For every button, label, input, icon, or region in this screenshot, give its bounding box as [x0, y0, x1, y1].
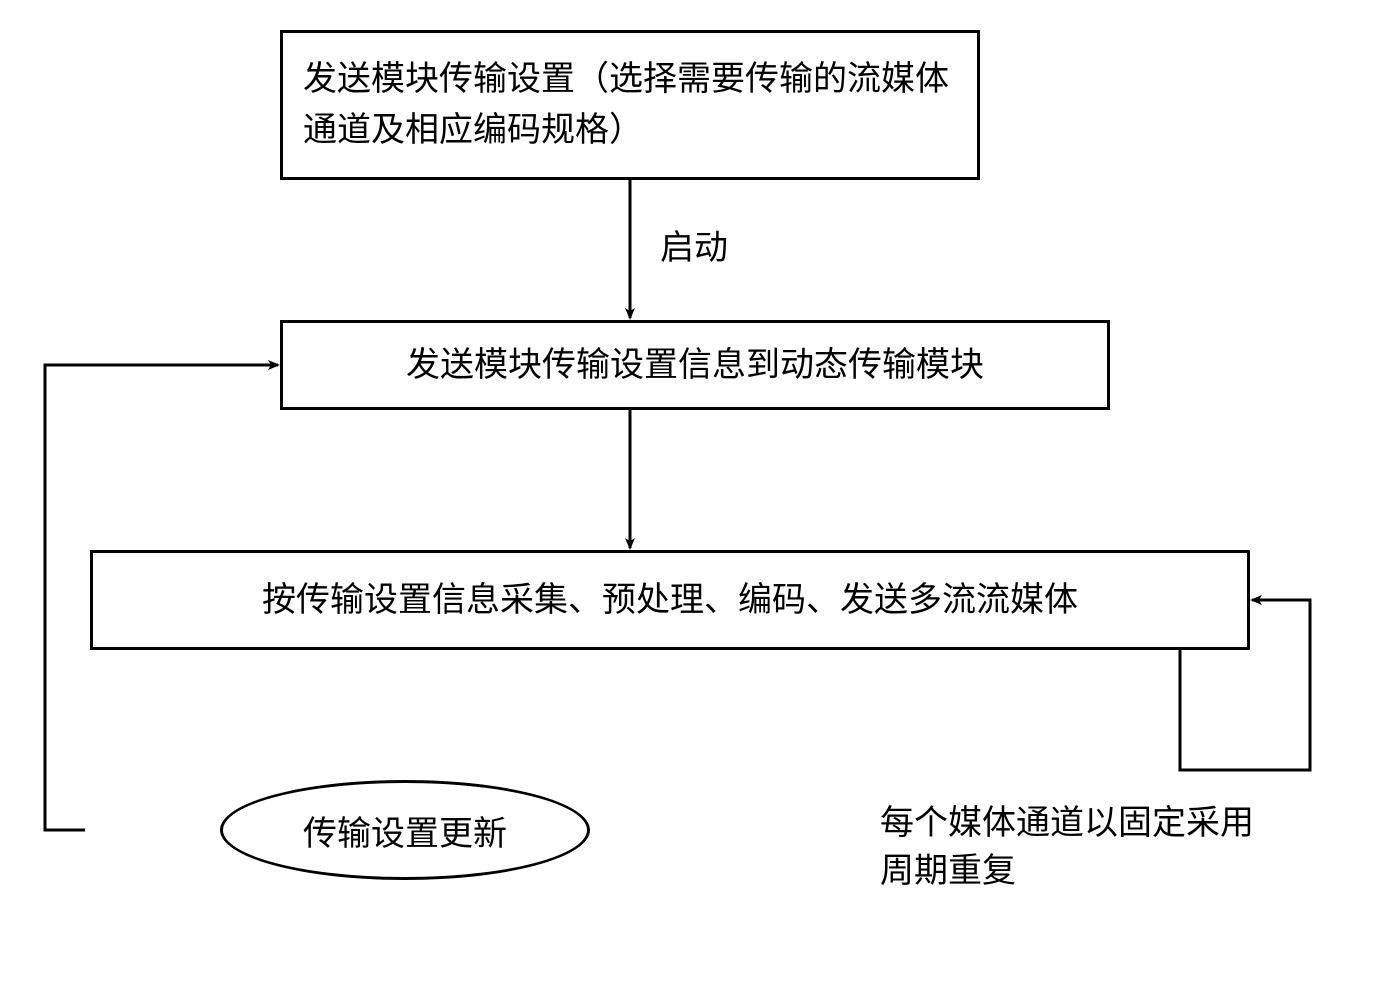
label-repeat-cycle: 每个媒体通道以固定采用周期重复 [880, 800, 1270, 895]
node-transmission-settings: 发送模块传输设置（选择需要传输的流媒体通道及相应编码规格） [280, 30, 980, 180]
node-send-settings-info-text: 发送模块传输设置信息到动态传输模块 [283, 340, 1107, 391]
node-settings-update: 传输设置更新 [220, 780, 590, 880]
label-start: 启动 [660, 225, 728, 273]
node-process-media: 按传输设置信息采集、预处理、编码、发送多流流媒体 [90, 550, 1250, 650]
node-send-settings-info: 发送模块传输设置信息到动态传输模块 [280, 320, 1110, 410]
node-settings-update-text: 传输设置更新 [303, 806, 507, 855]
node-transmission-settings-text: 发送模块传输设置（选择需要传输的流媒体通道及相应编码规格） [283, 54, 977, 156]
node-process-media-text: 按传输设置信息采集、预处理、编码、发送多流流媒体 [93, 575, 1247, 626]
